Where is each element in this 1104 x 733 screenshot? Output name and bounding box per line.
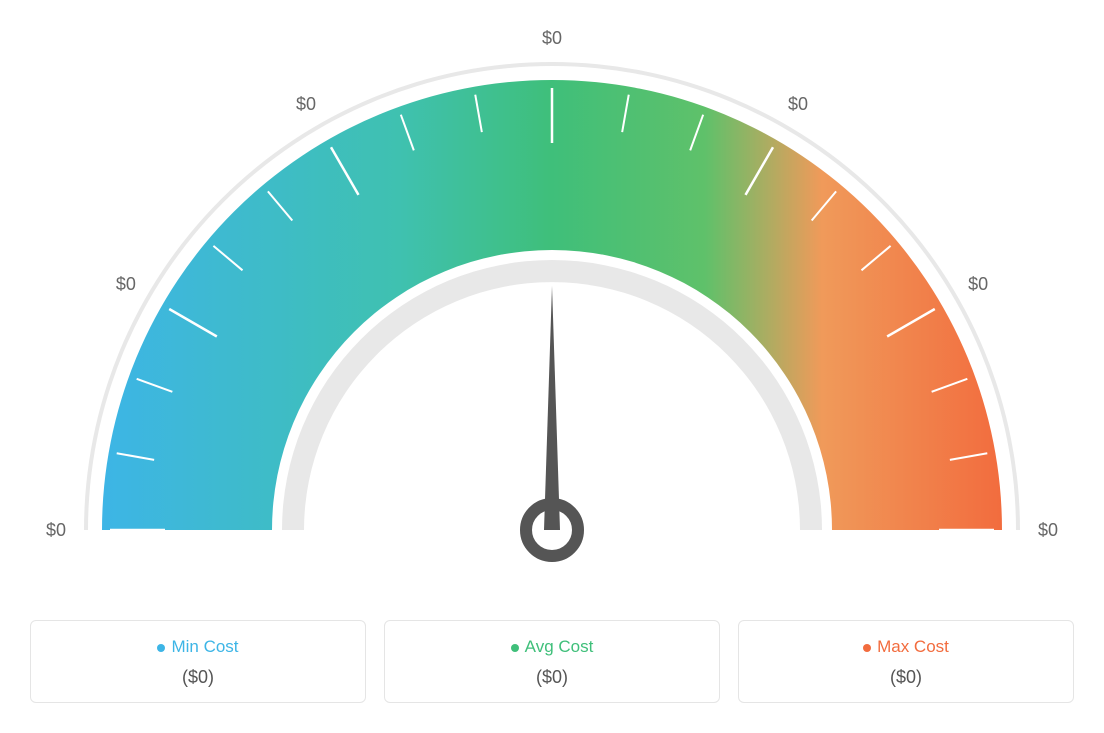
cost-gauge-chart: $0 $0 $0 $0 $0 $0 $0: [30, 30, 1074, 590]
legend-card: Min Cost ($0): [30, 620, 366, 703]
legend-label: Avg Cost: [395, 637, 709, 657]
legend-card: Avg Cost ($0): [384, 620, 720, 703]
legend-dot-icon: [157, 644, 165, 652]
legend-label: Min Cost: [41, 637, 355, 657]
legend-dot-icon: [511, 644, 519, 652]
legend-value: ($0): [395, 667, 709, 688]
gauge-svg: $0 $0 $0 $0 $0 $0 $0: [30, 30, 1074, 590]
tick-label: $0: [788, 94, 808, 114]
legend-label-text: Min Cost: [171, 637, 238, 656]
legend-label: Max Cost: [749, 637, 1063, 657]
legend-value: ($0): [41, 667, 355, 688]
legend-row: Min Cost ($0) Avg Cost ($0) Max Cost ($0): [30, 620, 1074, 703]
tick-label: $0: [296, 94, 316, 114]
tick-label: $0: [1038, 520, 1058, 540]
legend-dot-icon: [863, 644, 871, 652]
tick-label: $0: [116, 274, 136, 294]
legend-label-text: Max Cost: [877, 637, 949, 656]
legend-card: Max Cost ($0): [738, 620, 1074, 703]
legend-label-text: Avg Cost: [525, 637, 594, 656]
tick-label: $0: [542, 30, 562, 48]
tick-label: $0: [46, 520, 66, 540]
legend-value: ($0): [749, 667, 1063, 688]
needle: [544, 286, 560, 530]
tick-label: $0: [968, 274, 988, 294]
